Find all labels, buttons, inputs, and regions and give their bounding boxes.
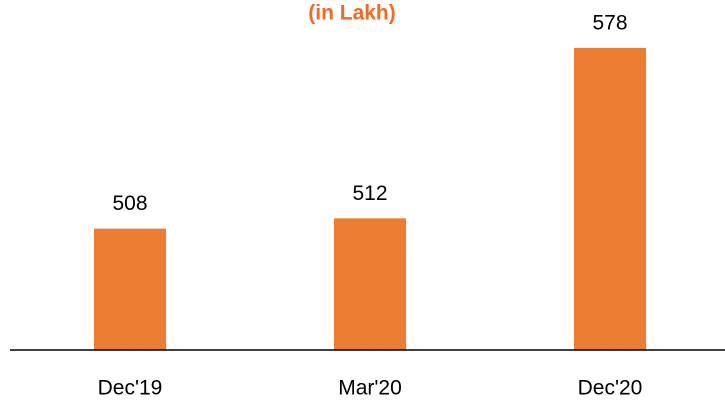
x-tick-label: Dec'19 [98, 377, 163, 400]
x-tick-label: Dec'20 [578, 377, 643, 400]
bar [334, 218, 406, 350]
bar [574, 47, 646, 351]
value-label: 512 [352, 182, 387, 205]
x-tick-label: Mar'20 [338, 377, 402, 400]
value-label: 508 [112, 192, 147, 215]
bar [94, 228, 166, 350]
value-label: 578 [592, 11, 627, 34]
chart-title: (in Lakh) [308, 2, 396, 25]
